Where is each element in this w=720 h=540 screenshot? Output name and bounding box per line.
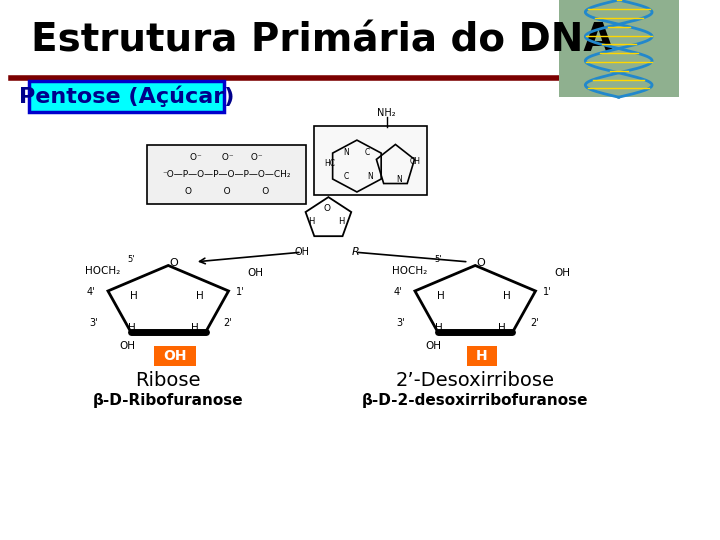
FancyBboxPatch shape (314, 126, 426, 195)
Text: O: O (169, 258, 178, 268)
Text: N: N (396, 175, 402, 184)
Text: OH: OH (247, 268, 263, 278)
Text: H: H (503, 291, 511, 301)
Text: H: H (191, 323, 199, 333)
Text: OH: OH (554, 268, 570, 278)
Text: HC: HC (325, 159, 336, 168)
Text: Ribose: Ribose (135, 371, 201, 390)
Text: H: H (435, 323, 442, 333)
Text: R: R (351, 247, 359, 257)
Text: 3': 3' (397, 318, 405, 328)
Text: HOCH₂: HOCH₂ (392, 266, 427, 276)
Text: O: O (476, 258, 485, 268)
Text: H: H (130, 291, 138, 301)
FancyBboxPatch shape (467, 347, 497, 366)
Text: OH: OH (426, 341, 442, 350)
Text: H: H (309, 217, 315, 226)
Text: H: H (476, 349, 487, 363)
Text: CH: CH (410, 157, 421, 166)
Text: O           O           O: O O O (184, 187, 269, 195)
FancyBboxPatch shape (559, 0, 679, 97)
Text: Estrutura Primária do DNA: Estrutura Primária do DNA (32, 22, 614, 59)
Text: H: H (197, 291, 204, 301)
Text: 5': 5' (128, 255, 135, 264)
Text: O⁻       O⁻      O⁻: O⁻ O⁻ O⁻ (190, 153, 263, 161)
FancyBboxPatch shape (30, 81, 224, 112)
Text: O: O (323, 205, 330, 213)
Text: NH₂: NH₂ (377, 109, 396, 118)
Text: 4': 4' (86, 287, 95, 296)
Text: H: H (338, 217, 345, 226)
Text: N: N (367, 172, 373, 181)
Text: HOCH₂: HOCH₂ (85, 266, 120, 276)
Text: 2': 2' (223, 318, 232, 328)
Text: 2’-Desoxirribose: 2’-Desoxirribose (396, 371, 554, 390)
Text: β-D-Ribofuranose: β-D-Ribofuranose (93, 393, 243, 408)
Text: N: N (343, 148, 349, 157)
FancyBboxPatch shape (153, 347, 197, 366)
Text: 2': 2' (530, 318, 539, 328)
Text: β-D-2-desoxirribofuranose: β-D-2-desoxirribofuranose (362, 393, 588, 408)
Text: 4': 4' (393, 287, 402, 296)
Text: H: H (436, 291, 444, 301)
Text: H: H (498, 323, 505, 333)
Text: Pentose (Açúcar): Pentose (Açúcar) (19, 86, 234, 107)
Text: 3': 3' (89, 318, 98, 328)
Text: 1': 1' (544, 287, 552, 296)
Text: OH: OH (294, 247, 309, 257)
Text: H: H (127, 323, 135, 333)
Text: C: C (343, 172, 349, 181)
FancyBboxPatch shape (147, 145, 307, 204)
Text: C: C (365, 148, 370, 157)
Text: 1': 1' (236, 287, 245, 296)
Text: 5': 5' (435, 255, 442, 264)
Text: OH: OH (119, 341, 135, 350)
Text: ⁻O—P—O—P—O—P—O—CH₂: ⁻O—P—O—P—O—P—O—CH₂ (163, 170, 291, 179)
Text: OH: OH (163, 349, 186, 363)
